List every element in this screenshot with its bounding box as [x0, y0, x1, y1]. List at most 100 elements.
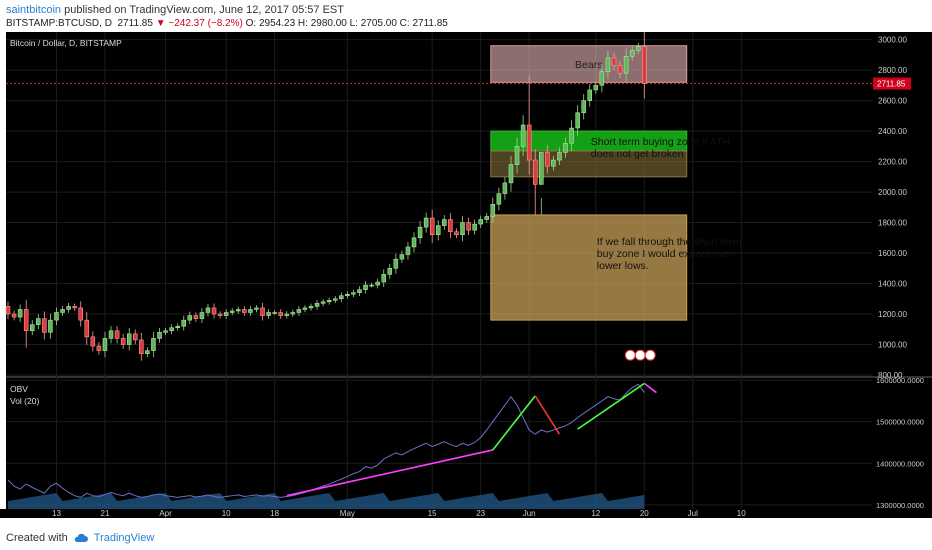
candle — [526, 124, 532, 161]
candle — [278, 312, 283, 316]
candle — [169, 327, 174, 332]
candle — [436, 225, 441, 236]
candle — [145, 350, 150, 354]
time-tick-label: 23 — [476, 509, 485, 518]
candle — [320, 301, 326, 304]
candle — [326, 300, 332, 303]
chart-title: Bitcoin / Dollar, D, BITSTAMP — [10, 38, 122, 48]
zone-label: Short term buying zone if ATH does not ge… — [591, 136, 730, 160]
candle — [411, 237, 417, 248]
candle — [557, 152, 562, 161]
time-tick-label: Jul — [688, 509, 698, 518]
symbol-header: BITSTAMP:BTCUSD, D 2711.85 ▼ −242.37 (−8… — [6, 18, 448, 29]
candle — [629, 50, 635, 57]
candle — [42, 318, 47, 333]
time-scale-background — [0, 509, 932, 518]
candle — [187, 315, 193, 321]
candle — [563, 143, 568, 153]
price-tick-label: 1800.00 — [878, 219, 907, 228]
candle — [11, 313, 17, 318]
candle — [405, 246, 411, 255]
candle — [502, 182, 508, 194]
candle — [302, 307, 308, 310]
obv-tick-label: 1400000.0000 — [876, 459, 924, 468]
candle — [375, 281, 380, 286]
plot-background — [6, 32, 872, 509]
candle — [545, 152, 550, 167]
price-tick-label: 2600.00 — [878, 97, 907, 106]
candle — [78, 307, 83, 321]
candle — [229, 310, 235, 313]
candle — [387, 268, 393, 275]
candle — [399, 254, 405, 260]
obv-tick-label: 1600000.0000 — [876, 376, 924, 385]
candle — [248, 309, 253, 313]
created-with-label: Created with — [6, 532, 68, 544]
candle — [369, 284, 374, 287]
time-tick-label: 13 — [52, 509, 61, 518]
green-trendline — [492, 395, 536, 451]
vol-label: Vol (20) — [10, 396, 39, 406]
zone-label: If we fall through the short term buy zon… — [597, 236, 742, 272]
candle — [363, 284, 368, 290]
candle — [181, 319, 186, 327]
candle — [460, 222, 465, 236]
candle — [36, 318, 41, 325]
last-price-label: 2711.85 — [877, 80, 906, 89]
candle — [23, 309, 29, 332]
candle — [339, 295, 344, 300]
candle — [448, 219, 453, 232]
time-tick-label: 12 — [591, 509, 600, 518]
candle — [96, 345, 102, 351]
candle — [442, 219, 447, 226]
candle — [599, 71, 605, 86]
candle — [290, 312, 296, 315]
candle — [593, 85, 599, 91]
candle — [151, 338, 156, 351]
publish-header: saintbitcoin published on TradingView.co… — [6, 4, 344, 16]
candle — [357, 289, 362, 293]
time-tick-label: May — [340, 509, 355, 518]
price-tick-label: 1200.00 — [878, 310, 907, 319]
candle — [126, 333, 132, 345]
event-flag-icon — [624, 349, 636, 361]
time-tick-label: 10 — [737, 509, 746, 518]
time-tick-label: 10 — [222, 509, 231, 518]
price-tick-label: 2400.00 — [878, 127, 907, 136]
price-chart[interactable]: 3000.00 2800.00 2600.00 2400.00 2200.00 2000.… — [0, 32, 932, 518]
red-trendline — [534, 395, 561, 435]
candle — [605, 57, 611, 72]
candle — [514, 146, 520, 165]
tradingview-brand[interactable]: TradingView — [93, 532, 155, 544]
volume-area — [8, 493, 645, 509]
price-tick-label: 2000.00 — [878, 188, 907, 197]
author-link[interactable]: saintbitcoin — [6, 4, 62, 16]
obv-line — [7, 383, 645, 498]
candle — [423, 217, 429, 228]
candle — [139, 339, 144, 354]
price-tick-label: 1400.00 — [878, 280, 907, 289]
candle — [5, 306, 11, 315]
candle — [490, 204, 496, 217]
candle — [199, 312, 205, 319]
candle — [217, 313, 223, 316]
price-tick-label: 800.00 — [878, 371, 903, 380]
candle — [617, 65, 623, 74]
lower-lows-zone — [490, 214, 688, 321]
candle — [157, 332, 162, 339]
candle — [472, 223, 477, 231]
candle — [284, 313, 290, 316]
time-tick-label: 18 — [270, 509, 279, 518]
event-flag-icon — [634, 349, 646, 361]
tradingview-cloud-icon — [74, 533, 88, 542]
published-text: published on TradingView.com, June 12, 2… — [61, 4, 344, 16]
last-price: 2711.85 — [117, 18, 153, 29]
candle — [308, 306, 314, 309]
candle — [260, 307, 265, 316]
candle — [60, 309, 65, 313]
candle — [569, 127, 574, 144]
candle — [175, 325, 180, 328]
candle — [84, 319, 90, 338]
candle — [29, 324, 35, 332]
bears-zone — [490, 45, 688, 83]
